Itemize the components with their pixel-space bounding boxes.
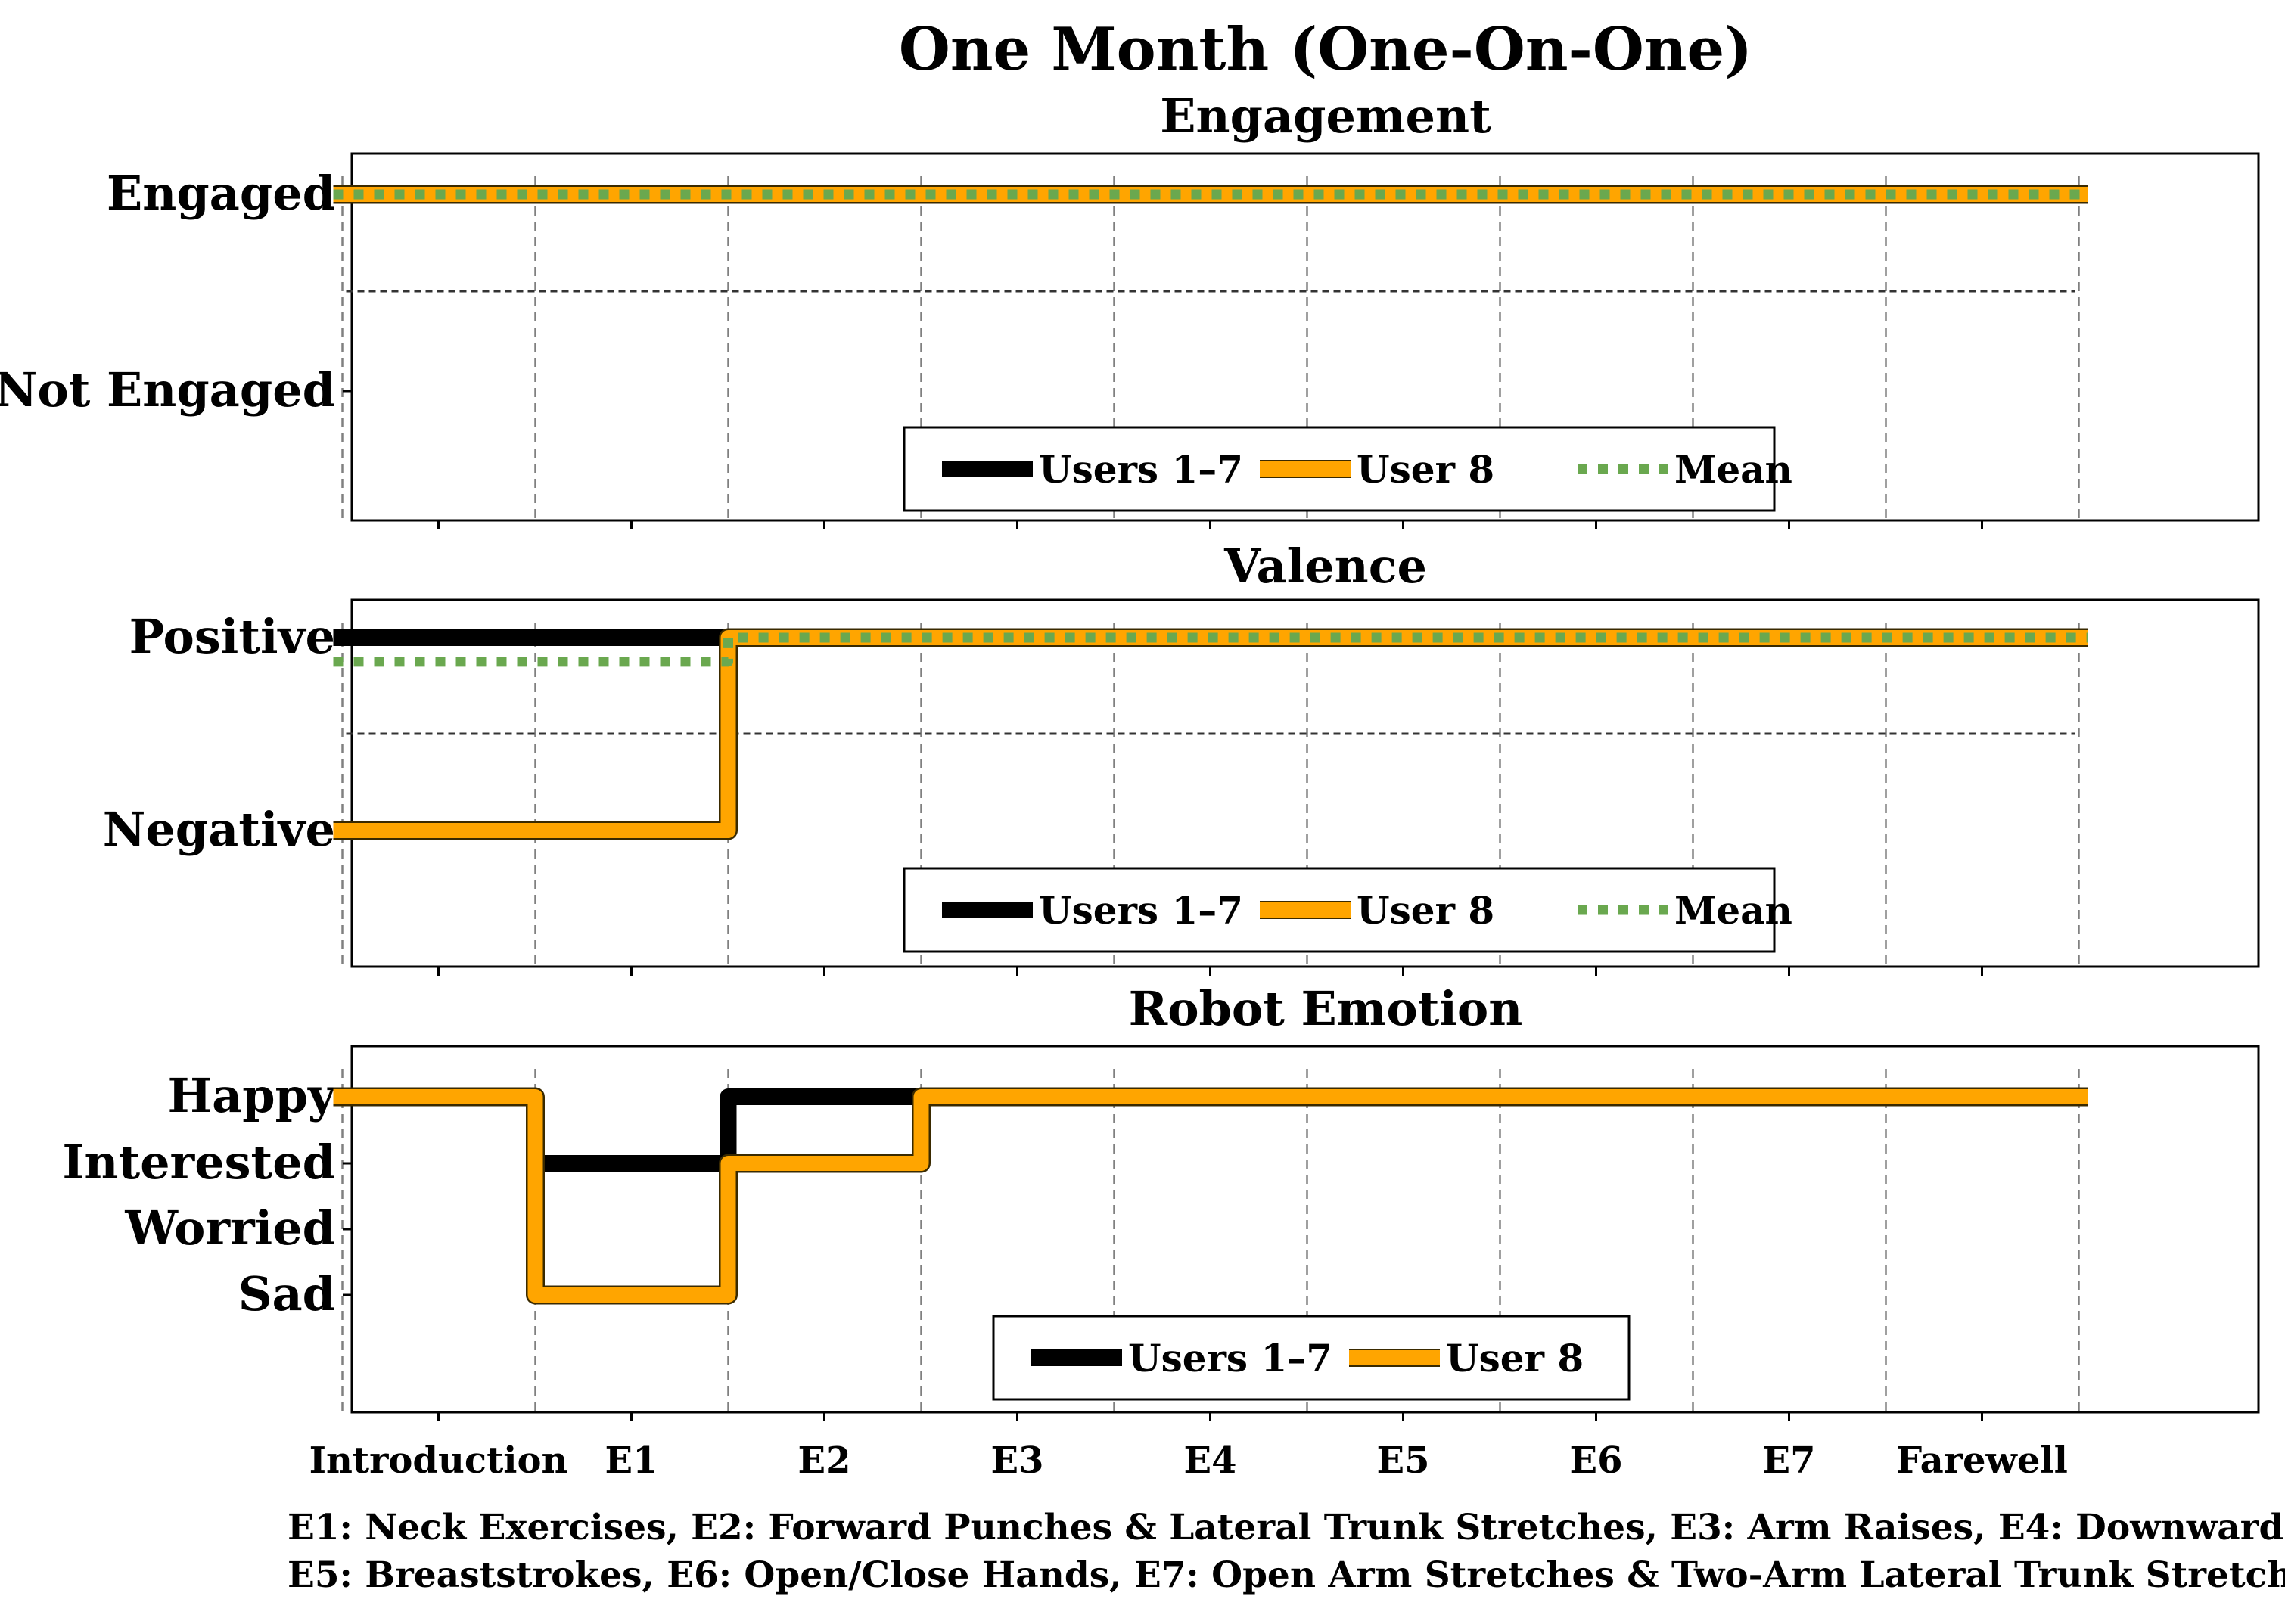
legend-label-mean: Mean	[1674, 888, 1792, 933]
legend-label-users-1-7: Users 1–7	[1128, 1336, 1332, 1380]
robot-emotion-panel: Robot Emotion Happy Interested Worried Sad Us…	[62, 981, 2260, 1421]
legend-label-user-8: User 8	[1357, 447, 1494, 492]
y-label-positive: Positive	[129, 609, 335, 664]
panel-title: Robot Emotion	[1129, 981, 1523, 1036]
figure-title: One Month (One-On-One)	[899, 15, 1752, 84]
x-label-farewell: Farewell	[1896, 1439, 2068, 1482]
legend-label-mean: Mean	[1674, 447, 1792, 492]
series-user-8-outline	[333, 1087, 2088, 1305]
caption-line-1: E1: Neck Exercises, E2: Forward Punches …	[288, 1507, 2285, 1548]
caption-line-2: E5: Breaststrokes, E6: Open/Close Hands,…	[288, 1554, 2285, 1596]
legend: Users 1–7 User 8	[992, 1315, 1631, 1401]
series-user-8-line	[333, 1089, 2088, 1303]
y-label-worried: Worried	[124, 1200, 335, 1256]
legend: Users 1–7 User 8 Mean	[903, 867, 1792, 953]
panel-frame	[350, 152, 2260, 522]
legend: Users 1–7 User 8 Mean	[903, 426, 1792, 512]
x-label-e4: E4	[1184, 1439, 1237, 1482]
x-label-introduction: Introduction	[309, 1439, 568, 1482]
panel-frame	[350, 598, 2260, 968]
x-axis-labels: Introduction E1 E2 E3 E4 E5 E6 E7 Farewell	[309, 1439, 2068, 1482]
x-label-e7: E7	[1763, 1439, 1816, 1482]
panel-title: Engagement	[1160, 88, 1491, 144]
legend-label-user-8: User 8	[1446, 1336, 1584, 1380]
x-label-e3: E3	[991, 1439, 1044, 1482]
y-label-sad: Sad	[238, 1266, 335, 1321]
series-users-1-7-line	[333, 1088, 2088, 1172]
series-mean-line	[333, 632, 2088, 667]
legend-label-user-8: User 8	[1357, 888, 1494, 933]
y-label-interested: Interested	[62, 1135, 335, 1190]
y-label-negative: Negative	[103, 802, 335, 857]
legend-box	[903, 867, 1776, 953]
x-label-e6: E6	[1570, 1439, 1623, 1482]
valence-panel: Valence Positive Negative Users 1–7 User 8 Me…	[103, 539, 2260, 976]
x-label-e5: E5	[1377, 1439, 1430, 1482]
legend-label-users-1-7: Users 1–7	[1039, 447, 1243, 492]
legend-label-users-1-7: Users 1–7	[1039, 888, 1243, 933]
panel-title: Valence	[1223, 539, 1427, 594]
y-label-not-engaged: Not Engaged	[0, 362, 335, 418]
y-label-happy: Happy	[168, 1068, 337, 1123]
x-label-e1: E1	[605, 1439, 658, 1482]
y-label-engaged: Engaged	[107, 166, 335, 221]
x-label-e2: E2	[798, 1439, 851, 1482]
